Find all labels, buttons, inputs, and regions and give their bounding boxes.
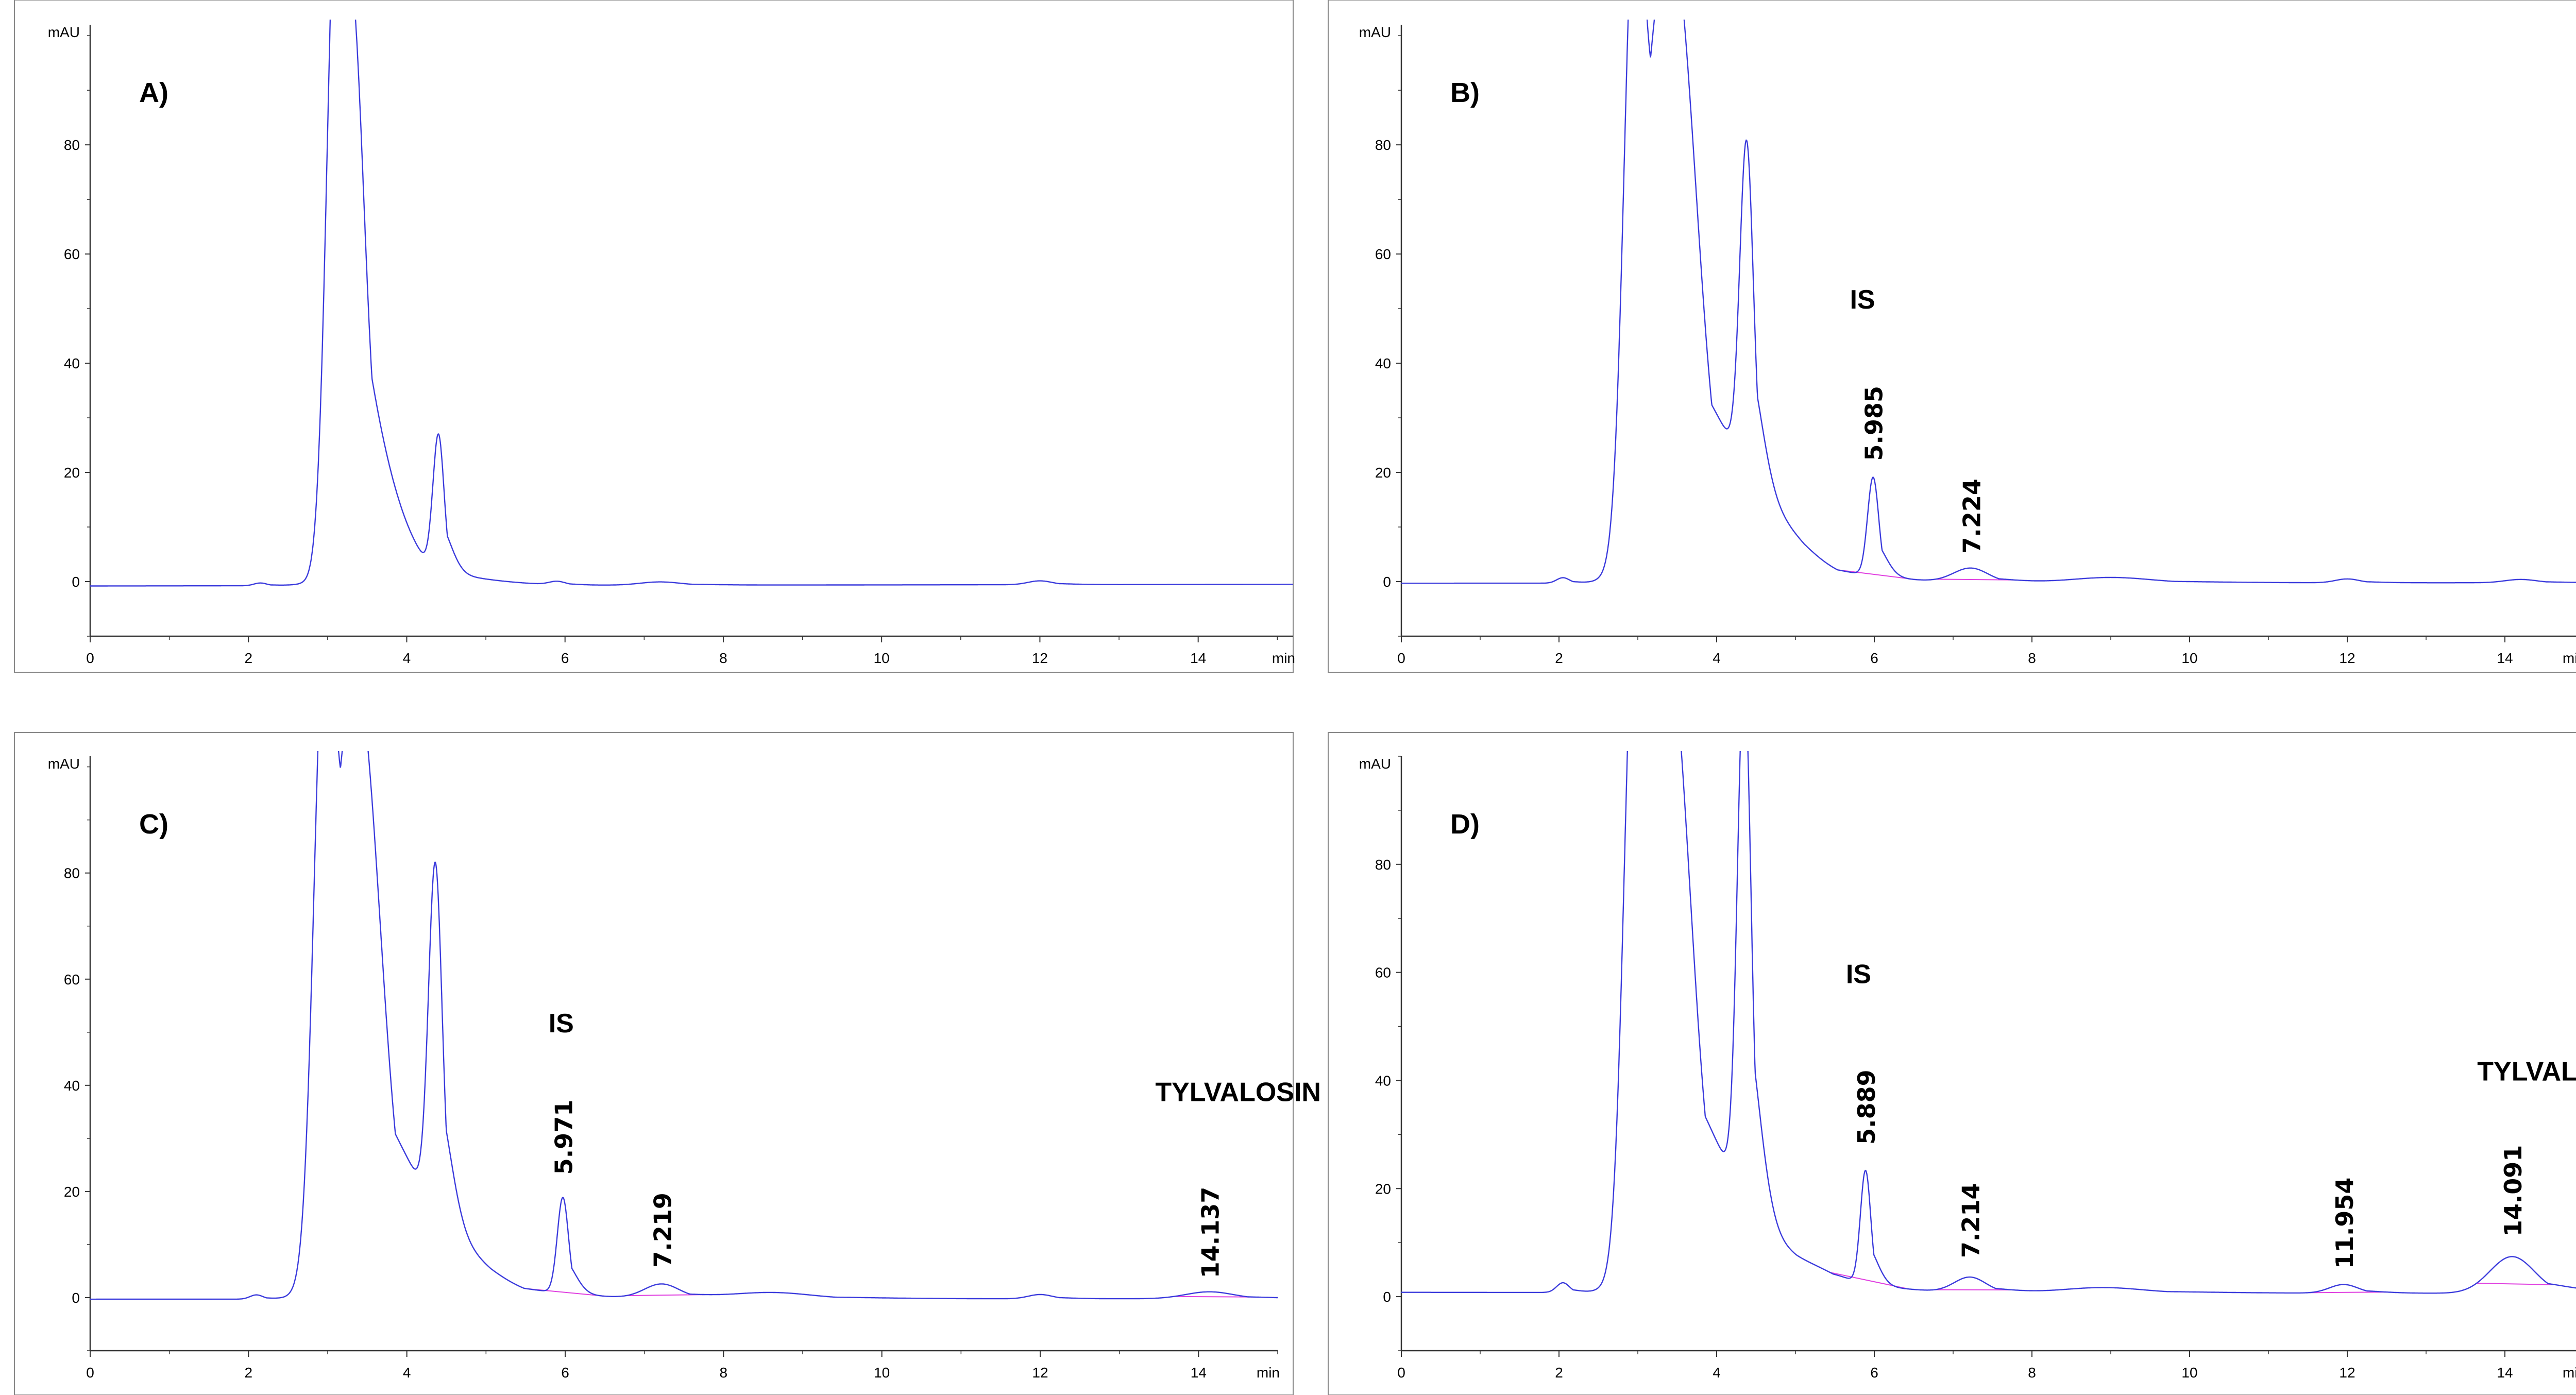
panel-c-annotation: IS	[549, 1009, 574, 1039]
panel-a-x-tick-label: 14	[1190, 650, 1206, 666]
panel-b-x-tick-label: 2	[1555, 650, 1563, 666]
panel-d-annotation: TYLVALOSIN	[2477, 1057, 2576, 1086]
panel-d-x-tick-label: 14	[2497, 1365, 2513, 1381]
panel-d-integration-baseline	[2477, 1282, 2556, 1285]
panel-b-annotation: IS	[1850, 285, 1875, 315]
panel-d-y-tick-label: 0	[1383, 1289, 1391, 1305]
panel-b-integration-baseline	[1837, 569, 1917, 581]
panel-d-x-tick-label: 6	[1870, 1365, 1878, 1381]
panel-d-x-tick-label: 8	[2028, 1365, 2036, 1381]
panel-d-y-tick-label: 60	[1375, 965, 1391, 981]
panel-c-x-tick-label: 6	[561, 1365, 569, 1381]
panel-d-y-axis-label: mAU	[1359, 756, 1391, 772]
panel-c-x-axis-label: min	[1257, 1365, 1280, 1381]
panel-d-x-tick-label: 12	[2339, 1365, 2355, 1381]
panel-c-x-tick-label: 8	[720, 1365, 728, 1381]
panel-b: 0 20 40 60 80 mAU 0 2 4 6 8 10 12 14 min B) 5.985 7.224 IS	[1328, 0, 2576, 673]
panel-c-peak-label: 14.137	[1196, 1187, 1224, 1279]
panel-a-y-tick-label: 0	[72, 574, 80, 590]
panel-d-x-tick-label: 10	[2181, 1365, 2197, 1381]
panel-a-x-tick-label: 0	[86, 650, 94, 666]
panel-a-y-tick-label: 60	[64, 246, 80, 262]
panel-c-y-tick-label: 0	[72, 1290, 80, 1306]
panel-c-x-tick-label: 14	[1191, 1365, 1207, 1381]
panel-c-x-tick-label: 0	[86, 1365, 94, 1381]
panel-b-y-tick-label: 80	[1375, 137, 1391, 153]
panel-c-y-tick-label: 20	[64, 1184, 80, 1200]
panel-d-y-tick-label: 20	[1375, 1181, 1391, 1197]
panel-a-x-tick-label: 12	[1032, 650, 1048, 666]
panel-c-x-tick-label: 4	[403, 1365, 411, 1381]
panel-c: 0 20 40 60 80 mAU 0 2 4 6 8 10 12 14 min C) 5.971 7.219 14…	[14, 732, 1321, 1395]
panel-b-y-axis-label: mAU	[1359, 24, 1391, 40]
panel-d-frame	[1328, 732, 2576, 1395]
panel-c-frame	[14, 732, 1294, 1395]
panel-c-title: C)	[139, 809, 168, 840]
panel-a-x-tick-label: 8	[719, 650, 727, 666]
panel-b-y-tick-label: 40	[1375, 355, 1391, 371]
panel-c-annotation: TYLVALOSIN	[1155, 1078, 1321, 1108]
panel-d: 0 20 40 60 80 mAU 0 2 4 6 8 10 12 14 min D) 5.889 7.214 11…	[1328, 732, 2576, 1395]
panel-b-x-tick-label: 4	[1713, 650, 1721, 666]
panel-c-y-tick-label: 80	[64, 865, 80, 881]
panel-b-trace	[1401, 20, 2576, 584]
panel-d-peak-label: 5.889	[1853, 1069, 1880, 1145]
panel-b-x-tick-label: 14	[2497, 650, 2513, 666]
panel-c-x-tick-label: 2	[245, 1365, 253, 1381]
panel-d-peak-label: 7.214	[1957, 1183, 1985, 1258]
panel-a-y-tick-label: 20	[64, 465, 80, 481]
panel-b-y-tick-label: 60	[1375, 246, 1391, 262]
panel-c-y-tick-label: 40	[64, 1078, 80, 1094]
panel-b-peak-label: 7.224	[1958, 479, 1986, 554]
panel-d-trace	[1401, 751, 2576, 1294]
panel-c-x-tick-label: 10	[874, 1365, 890, 1381]
panel-b-x-tick-label: 6	[1870, 650, 1878, 666]
panel-c-x-tick-label: 12	[1032, 1365, 1048, 1381]
panel-d-annotation: IS	[1846, 960, 1871, 990]
panel-b-x-tick-label: 10	[2181, 650, 2197, 666]
panel-a-x-tick-label: 10	[874, 650, 890, 666]
panel-b-frame	[1328, 0, 2576, 673]
panel-b-x-tick-label: 8	[2028, 650, 2036, 666]
panel-c-y-axis-label: mAU	[48, 756, 80, 772]
panel-a-x-tick-label: 4	[403, 650, 411, 666]
panel-d-y-tick-label: 80	[1375, 857, 1391, 873]
panel-b-title: B)	[1450, 77, 1480, 108]
panel-a-y-tick-label: 80	[64, 137, 80, 153]
panel-d-x-tick-label: 4	[1713, 1365, 1721, 1381]
panel-a-trace	[90, 20, 1293, 587]
panel-a-title: A)	[139, 77, 168, 108]
panel-d-peak-label: 14.091	[2499, 1145, 2527, 1237]
panel-d-x-tick-label: 2	[1555, 1365, 1563, 1381]
panel-b-y-tick-label: 0	[1383, 574, 1391, 590]
panel-d-peak-label: 11.954	[2331, 1178, 2359, 1269]
panel-b-y-tick-label: 20	[1375, 465, 1391, 481]
panel-b-x-tick-label: 0	[1397, 650, 1405, 666]
panel-a-x-tick-label: 2	[244, 650, 252, 666]
panel-a-x-axis-label: min	[1272, 650, 1295, 666]
panel-c-peak-label: 5.971	[550, 1100, 578, 1175]
panel-d-x-tick-label: 0	[1397, 1365, 1405, 1381]
panel-c-trace	[90, 751, 1278, 1300]
panel-c-peak-label: 7.219	[649, 1193, 676, 1268]
panel-a-frame	[14, 0, 1294, 673]
panel-d-title: D)	[1450, 809, 1480, 840]
panel-b-x-tick-label: 12	[2339, 650, 2355, 666]
panel-b-x-axis-label: min	[2563, 650, 2576, 666]
panel-b-integration-baseline	[1935, 579, 2014, 581]
panel-b-peak-label: 5.985	[1860, 386, 1888, 461]
panel-a: 0 20 40 60 80 mAU 0 2 4 6 8 10 12 14 min A)	[14, 0, 1295, 673]
panel-d-x-axis-label: min	[2563, 1365, 2576, 1381]
panel-a-x-tick-label: 6	[561, 650, 569, 666]
panel-a-y-tick-label: 40	[64, 355, 80, 371]
panel-c-y-tick-label: 60	[64, 972, 80, 988]
panel-d-y-tick-label: 40	[1375, 1073, 1391, 1088]
panel-a-y-axis-label: mAU	[48, 24, 80, 40]
